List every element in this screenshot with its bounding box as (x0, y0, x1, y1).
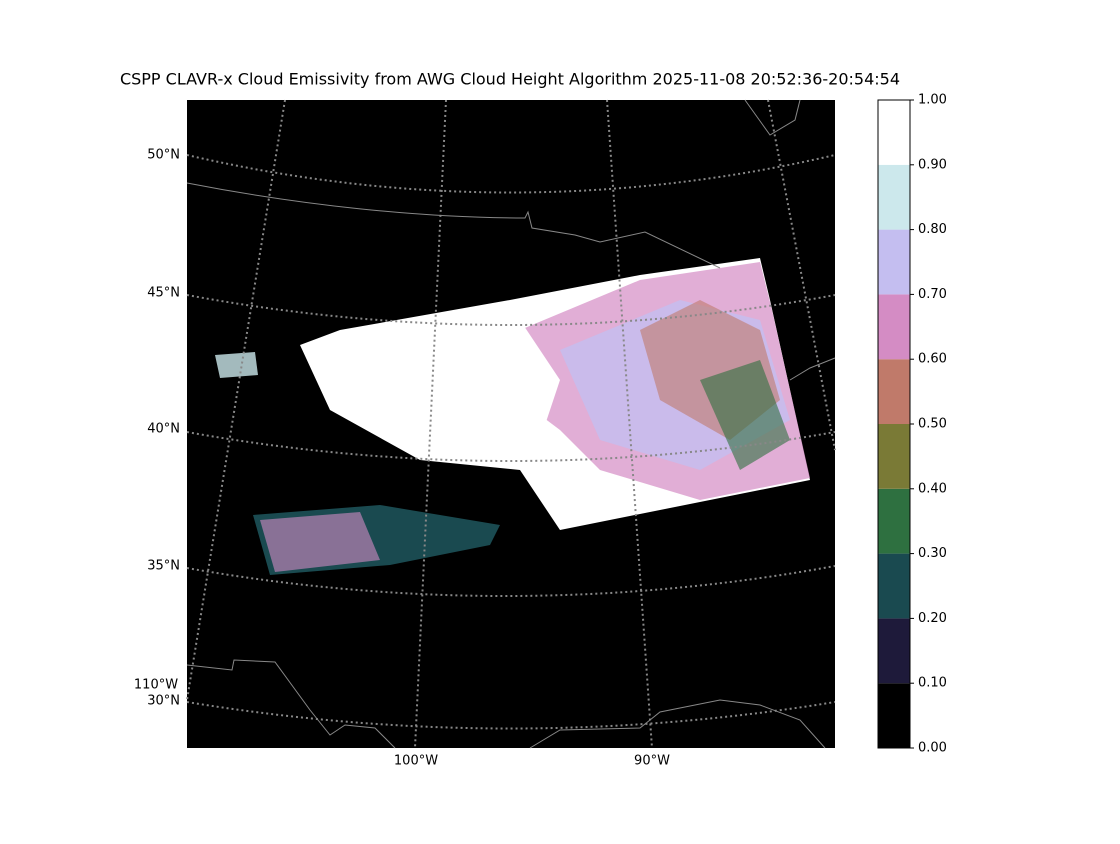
colorbar-tick-label: 0.00 (918, 741, 947, 756)
lon-label: 90°W (634, 754, 670, 769)
colorbar: 0.00 0.10 0.20 0.30 0.40 0.50 0.60 0.70 0.80 0.90… (877, 93, 947, 756)
colorbar-segment (878, 294, 910, 360)
lat-label: 40°N (147, 422, 180, 437)
lat-label: 30°N (147, 694, 180, 709)
colorbar-tick-label: 0.40 (918, 481, 947, 496)
lat-label: 35°N (147, 559, 180, 574)
colorbar-segment (878, 553, 910, 619)
lon-label: 100°W (394, 754, 438, 769)
colorbar-segment (878, 359, 910, 424)
colorbar-segment (878, 618, 910, 684)
colorbar-segment (878, 100, 910, 165)
colorbar-tick-label: 1.00 (918, 93, 947, 108)
cloud-field (215, 258, 810, 575)
lat-label: 50°N (147, 148, 180, 163)
title: CSPP CLAVR-x Cloud Emissivity from AWG C… (120, 70, 900, 89)
colorbar-segment (878, 683, 910, 748)
colorbar-tick-label: 0.70 (918, 287, 947, 302)
colorbar-segment (878, 488, 910, 554)
colorbar-tick-label: 0.90 (918, 157, 947, 172)
colorbar-tick-label: 0.20 (918, 611, 947, 626)
colorbar-segment (878, 424, 910, 489)
lat-label: 45°N (147, 286, 180, 301)
colorbar-tick-label: 0.30 (918, 546, 947, 561)
colorbar-tick-label: 0.50 (918, 417, 947, 432)
borders (186, 99, 836, 749)
colorbar-segment (878, 164, 910, 230)
colorbar-tick-label: 0.10 (918, 676, 947, 691)
colorbar-segment (878, 229, 910, 295)
lon-label: 110°W (134, 678, 178, 693)
graticule (186, 99, 836, 749)
colorbar-tick-label: 0.60 (918, 352, 947, 367)
colorbar-tick-label: 0.80 (918, 222, 947, 237)
